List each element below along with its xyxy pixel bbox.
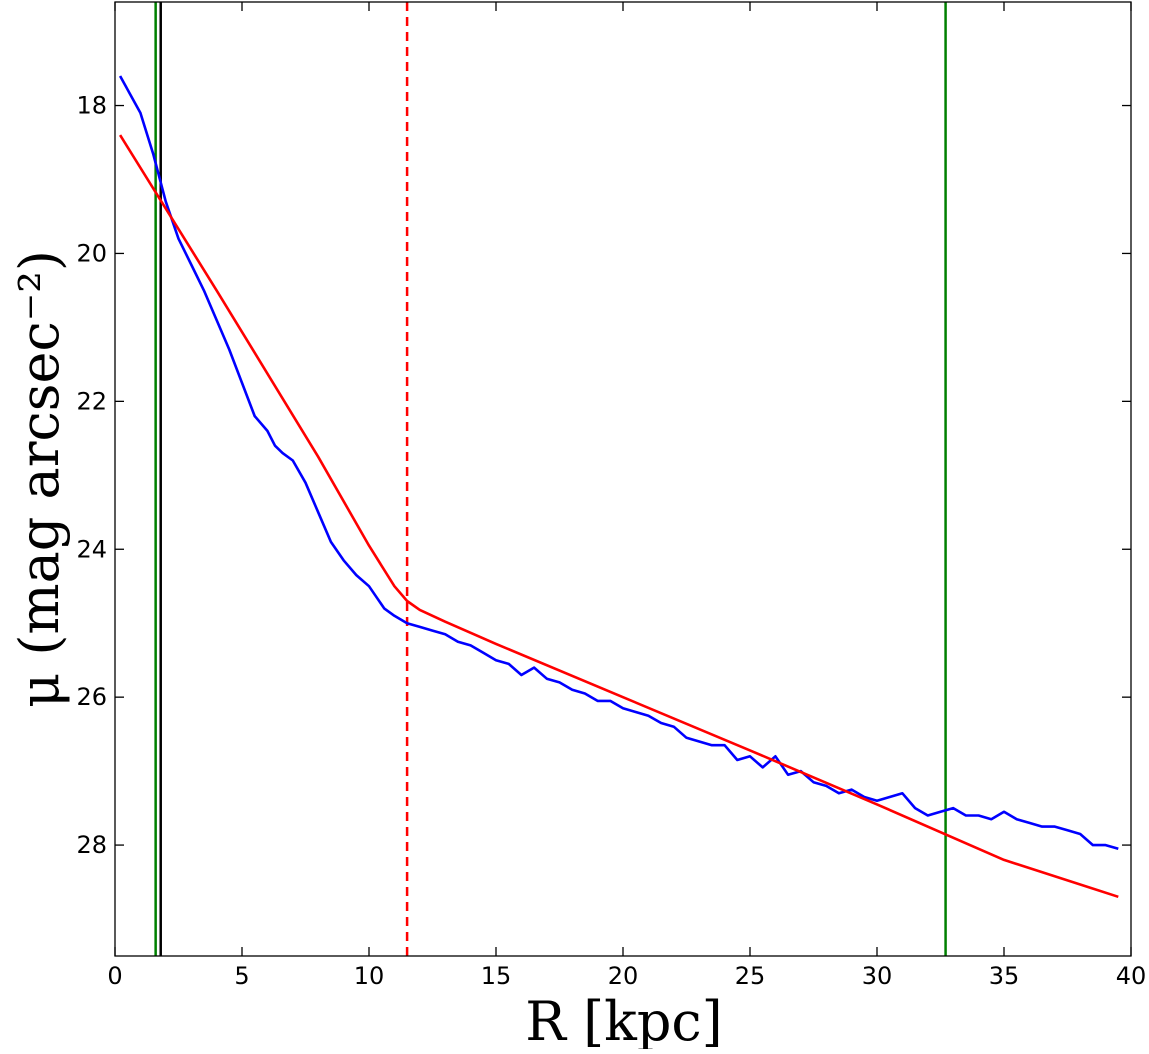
x-tick-label: 35 [989, 962, 1020, 990]
y-tick-label: 28 [76, 831, 107, 859]
y-tick-label: 18 [76, 92, 107, 120]
x-tick-label: 0 [107, 962, 122, 990]
y-tick-label: 20 [76, 239, 107, 267]
series-line-1 [118, 75, 1119, 851]
x-tick-label: 5 [234, 962, 249, 990]
y-axis-title: μ (mag arcsec⁻²) [8, 250, 71, 708]
x-axis-title: R [kpc] [525, 990, 723, 1049]
x-tick-label: 15 [481, 962, 512, 990]
series-line-2 [118, 134, 1119, 899]
x-tick-label: 25 [735, 962, 766, 990]
y-tick-label: 22 [76, 387, 107, 415]
y-tick-label: 24 [76, 535, 107, 563]
x-tick-label: 20 [608, 962, 639, 990]
x-tick-label: 30 [862, 962, 893, 990]
axis-ticks: 0 5 10 15 20 25 30 35 40 18 20 22 24 26 28 [76, 2, 1146, 990]
x-tick-label: 40 [1116, 962, 1147, 990]
plot-area-background [115, 2, 1131, 956]
series-lines [118, 75, 1119, 899]
y-tick-label: 26 [76, 683, 107, 711]
x-tick-label: 10 [354, 962, 385, 990]
